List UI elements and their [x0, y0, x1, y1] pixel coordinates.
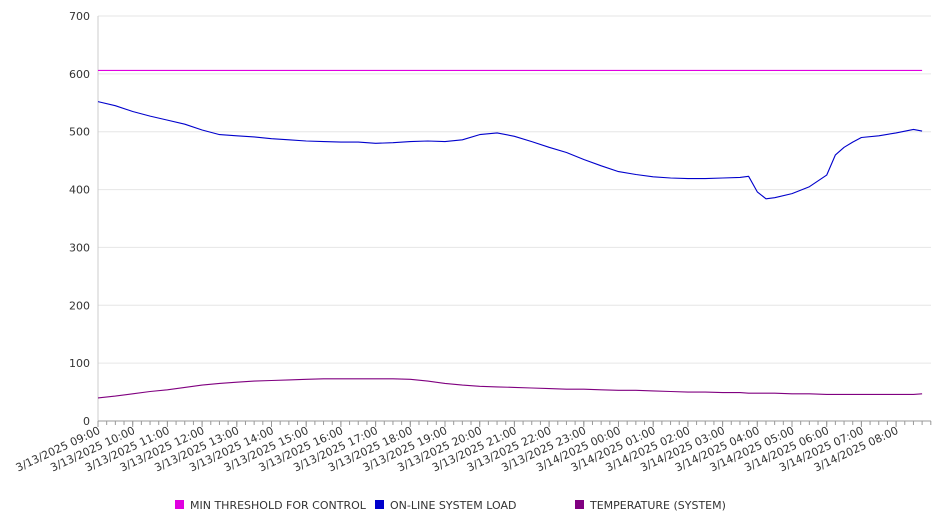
y-tick-label: 700 [69, 10, 90, 23]
y-tick-labels: 0 100 200 300 400 500 600 700 [69, 10, 90, 428]
legend-swatch [175, 500, 184, 509]
x-tick-labels: 3/13/2025 09:003/13/2025 10:003/13/2025 … [14, 424, 901, 474]
legend: MIN THRESHOLD FOR CONTROL ON-LINE SYSTEM … [175, 499, 726, 512]
legend-swatch [375, 500, 384, 509]
y-tick-label: 200 [69, 299, 90, 312]
series-line-3 [97, 378, 923, 399]
y-tick-label: 0 [83, 415, 90, 428]
gridlines [98, 15, 931, 364]
series-line-2 [97, 101, 923, 200]
series-lines [97, 69, 923, 399]
y-tick-label: 600 [69, 68, 90, 81]
y-tick-label: 400 [69, 184, 90, 197]
y-tick-label: 500 [69, 126, 90, 139]
y-tick-label: 300 [69, 241, 90, 254]
legend-swatch [575, 500, 584, 509]
legend-label: ON-LINE SYSTEM LOAD [390, 499, 516, 512]
y-tick-label: 100 [69, 357, 90, 370]
legend-label: TEMPERATURE (SYSTEM) [589, 499, 726, 512]
legend-label: MIN THRESHOLD FOR CONTROL [190, 499, 367, 512]
axes [97, 16, 932, 427]
